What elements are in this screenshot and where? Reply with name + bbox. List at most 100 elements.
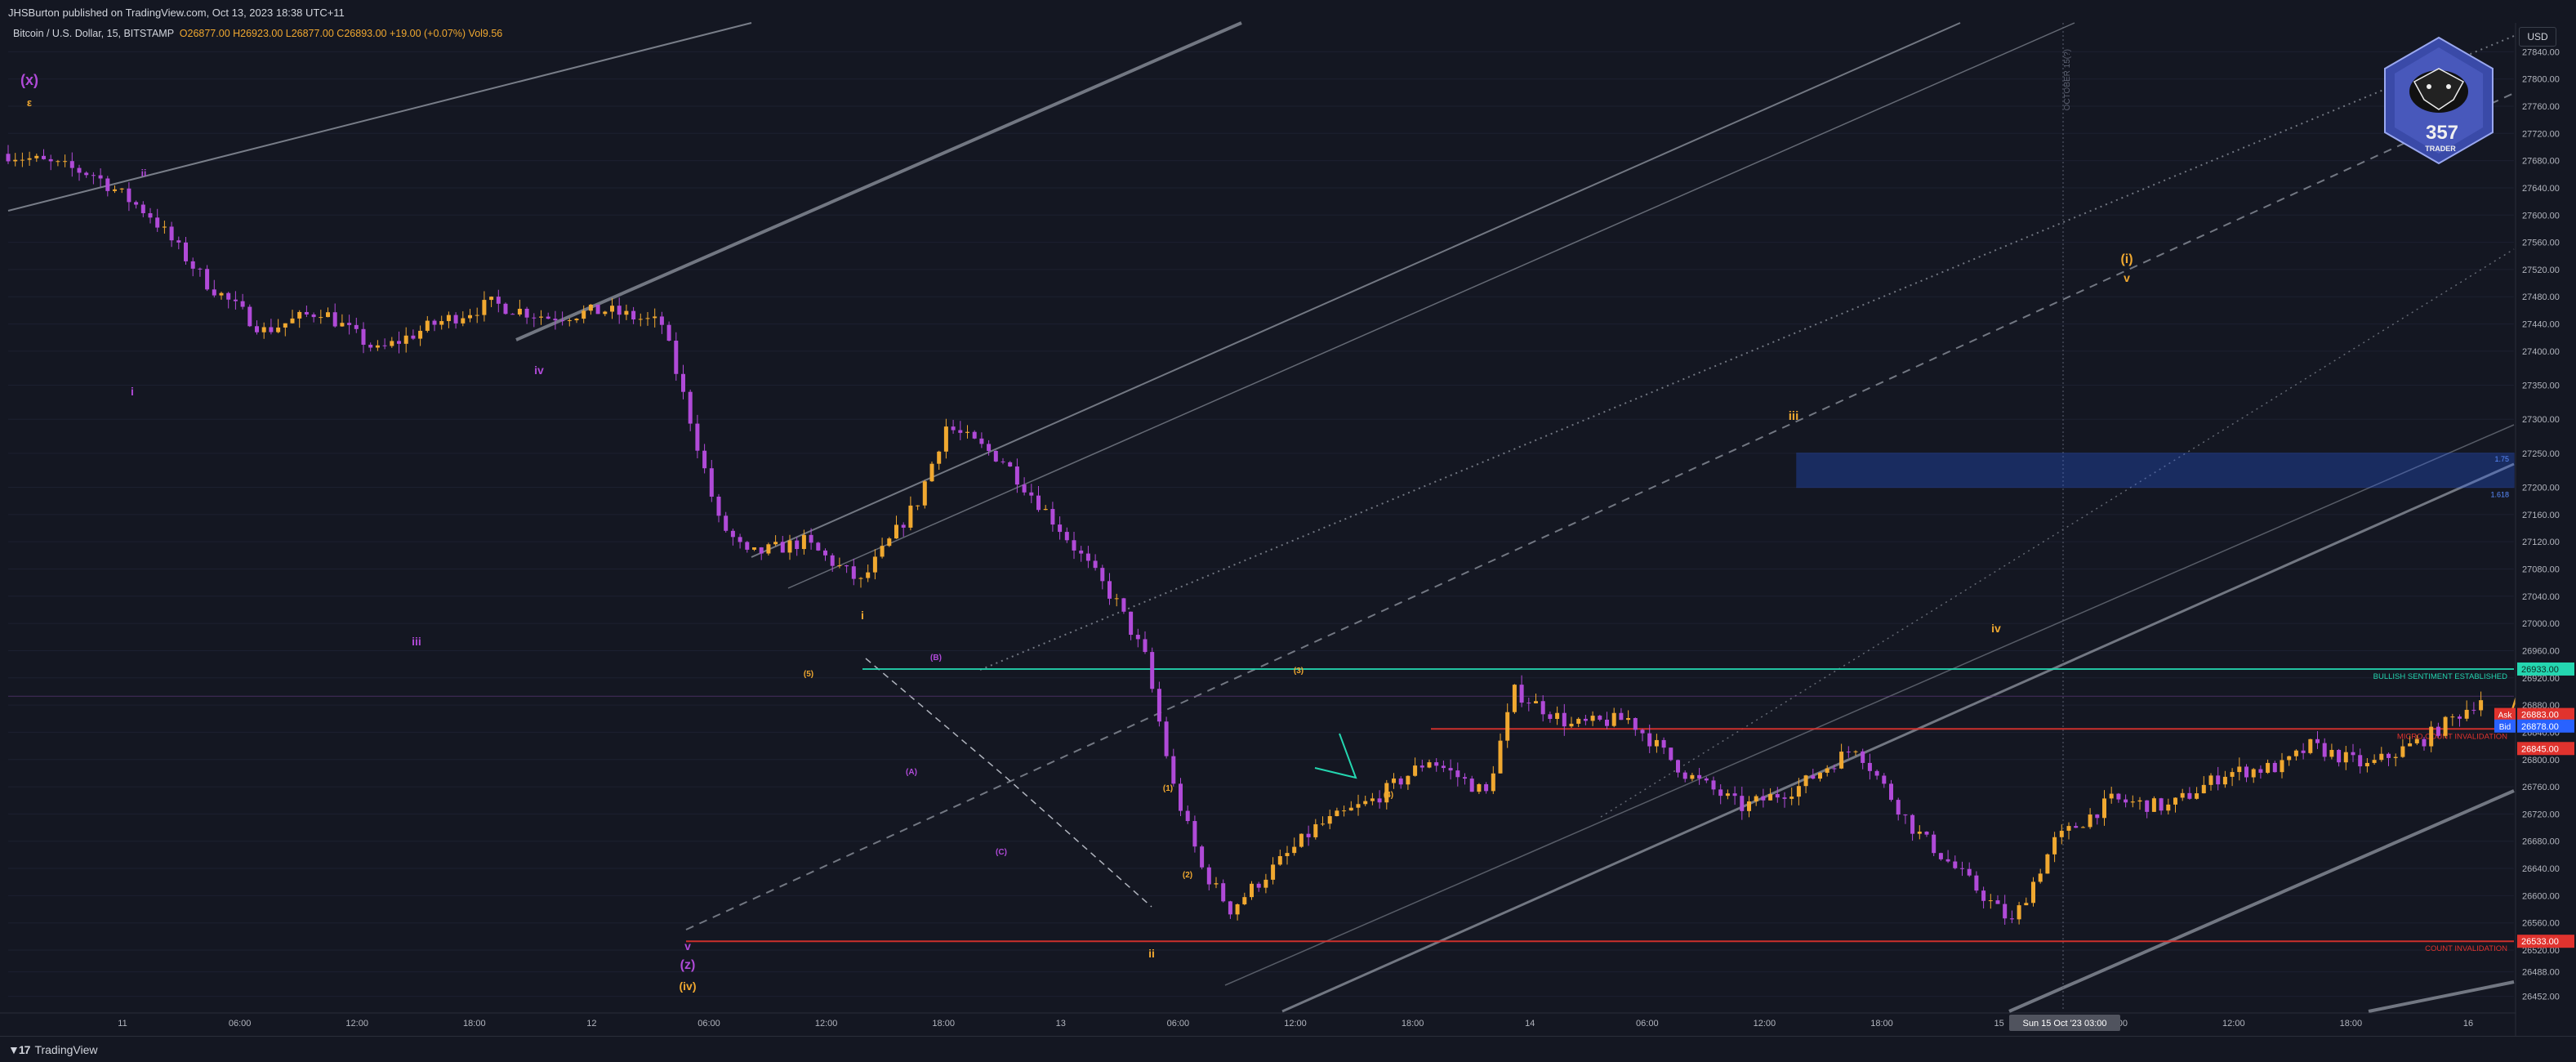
candle-body <box>2237 766 2242 773</box>
candle-body <box>1064 532 1069 541</box>
candle-body <box>468 315 472 319</box>
y-tick-label: 27350.00 <box>2522 382 2560 391</box>
price-tag-side-bg <box>2494 719 2516 733</box>
y-tick-label: 27680.00 <box>2522 157 2560 167</box>
candle-body <box>1562 712 1567 727</box>
candle-body <box>1157 689 1161 722</box>
candle-body <box>681 373 685 392</box>
candle-body <box>659 316 664 325</box>
candle-body <box>1121 598 1126 612</box>
candle-body <box>688 391 693 424</box>
x-tick-label: 12:00 <box>1754 1019 1776 1029</box>
candle-body <box>332 312 337 327</box>
candle-body <box>1981 890 1986 901</box>
y-tick-label: 26720.00 <box>2522 810 2560 819</box>
wave-label: (3) <box>1294 667 1304 676</box>
candle-body <box>2387 753 2391 758</box>
candle-body <box>1384 783 1389 803</box>
candle-body <box>2166 804 2171 811</box>
candle-body <box>972 431 977 439</box>
candle-body <box>1718 789 1723 796</box>
wave-label: (A) <box>906 768 917 777</box>
candle-body <box>2017 905 2021 920</box>
y-tick-label: 26600.00 <box>2522 891 2560 901</box>
candle-body <box>1967 868 1972 876</box>
candle-body <box>1540 701 1545 715</box>
candle-body <box>1725 793 1730 796</box>
candle-body <box>2116 793 2121 800</box>
y-tick-label: 27400.00 <box>2522 347 2560 357</box>
candle-body <box>13 159 18 162</box>
wave-label: ii <box>1148 947 1155 960</box>
axis-bg <box>2516 23 2576 1036</box>
tradingview-brand[interactable]: ▼17 TradingView <box>8 1043 97 1056</box>
candle-body <box>560 320 565 322</box>
currency-selector[interactable]: USD <box>2519 27 2556 47</box>
chart-canvas[interactable]: OCTOBER 15(?) 1.75 1.618 BULLISH SENTIMEN… <box>0 0 2576 1036</box>
wave-label: (4) <box>1384 791 1393 800</box>
candle-body <box>539 316 543 318</box>
x-tick-label: 18:00 <box>1870 1019 1893 1029</box>
candle-body <box>1889 783 1893 801</box>
target-zone: 1.75 1.618 <box>1796 453 2515 499</box>
candle-body <box>56 161 60 163</box>
candle-body <box>674 341 679 374</box>
candle-body <box>1583 718 1588 721</box>
candle-body <box>1654 739 1659 747</box>
candle-body <box>1711 780 1716 790</box>
candle-body <box>801 534 806 550</box>
x-tick-label: 06:00 <box>697 1019 720 1029</box>
candle-body <box>1185 810 1190 822</box>
candle-body <box>140 204 145 213</box>
candle-body <box>510 314 515 315</box>
candle-body <box>326 312 330 318</box>
candle-body <box>588 304 593 311</box>
candle-body <box>1256 883 1261 888</box>
candle-body <box>2109 793 2114 799</box>
candle-body <box>155 217 160 228</box>
candle-body <box>1811 775 1816 779</box>
candle-body <box>2222 776 2227 785</box>
candle-body <box>212 289 216 296</box>
candle-body <box>666 324 671 341</box>
candle-body <box>1036 495 1041 511</box>
candle-body <box>1682 772 1687 779</box>
candle-body <box>2436 726 2440 736</box>
candle-body <box>1292 846 1297 854</box>
candle-body <box>1214 883 1219 885</box>
candle-body <box>1932 834 1936 854</box>
candle-body <box>63 161 68 163</box>
candle-body <box>2450 716 2455 718</box>
candle-body <box>702 450 707 469</box>
candle-body <box>922 481 927 506</box>
candle-body <box>390 341 394 346</box>
candle-body <box>1576 718 1581 724</box>
candle-body <box>1697 774 1702 779</box>
candle-body <box>1534 701 1538 703</box>
candle-body <box>69 161 74 168</box>
candle-body <box>2045 854 2050 874</box>
candle-body <box>2159 798 2164 811</box>
candle-body <box>190 261 195 269</box>
candle-body <box>1747 801 1751 811</box>
target-zone-rect <box>1796 453 2515 489</box>
candle-body <box>240 301 245 307</box>
candle-body <box>1498 740 1503 774</box>
candle-body <box>1782 797 1787 799</box>
candle-body <box>1761 796 1766 801</box>
candle-body <box>1491 773 1495 792</box>
candle-body <box>2301 750 2306 753</box>
candle-body <box>1775 794 1780 798</box>
price-tag-text: 26878.00 <box>2521 722 2559 732</box>
candle-body <box>2379 753 2384 761</box>
candle-body <box>1519 685 1524 703</box>
y-tick-label: 27000.00 <box>2522 619 2560 629</box>
candle-body <box>1335 810 1339 817</box>
wave-label: iv <box>534 364 544 377</box>
candle-body <box>1505 712 1510 741</box>
wave-label: ε <box>27 96 32 109</box>
candle-body <box>1661 739 1666 748</box>
channel-line <box>2008 789 2515 1013</box>
candle-body <box>1605 719 1609 726</box>
candle-body <box>1903 814 1908 816</box>
